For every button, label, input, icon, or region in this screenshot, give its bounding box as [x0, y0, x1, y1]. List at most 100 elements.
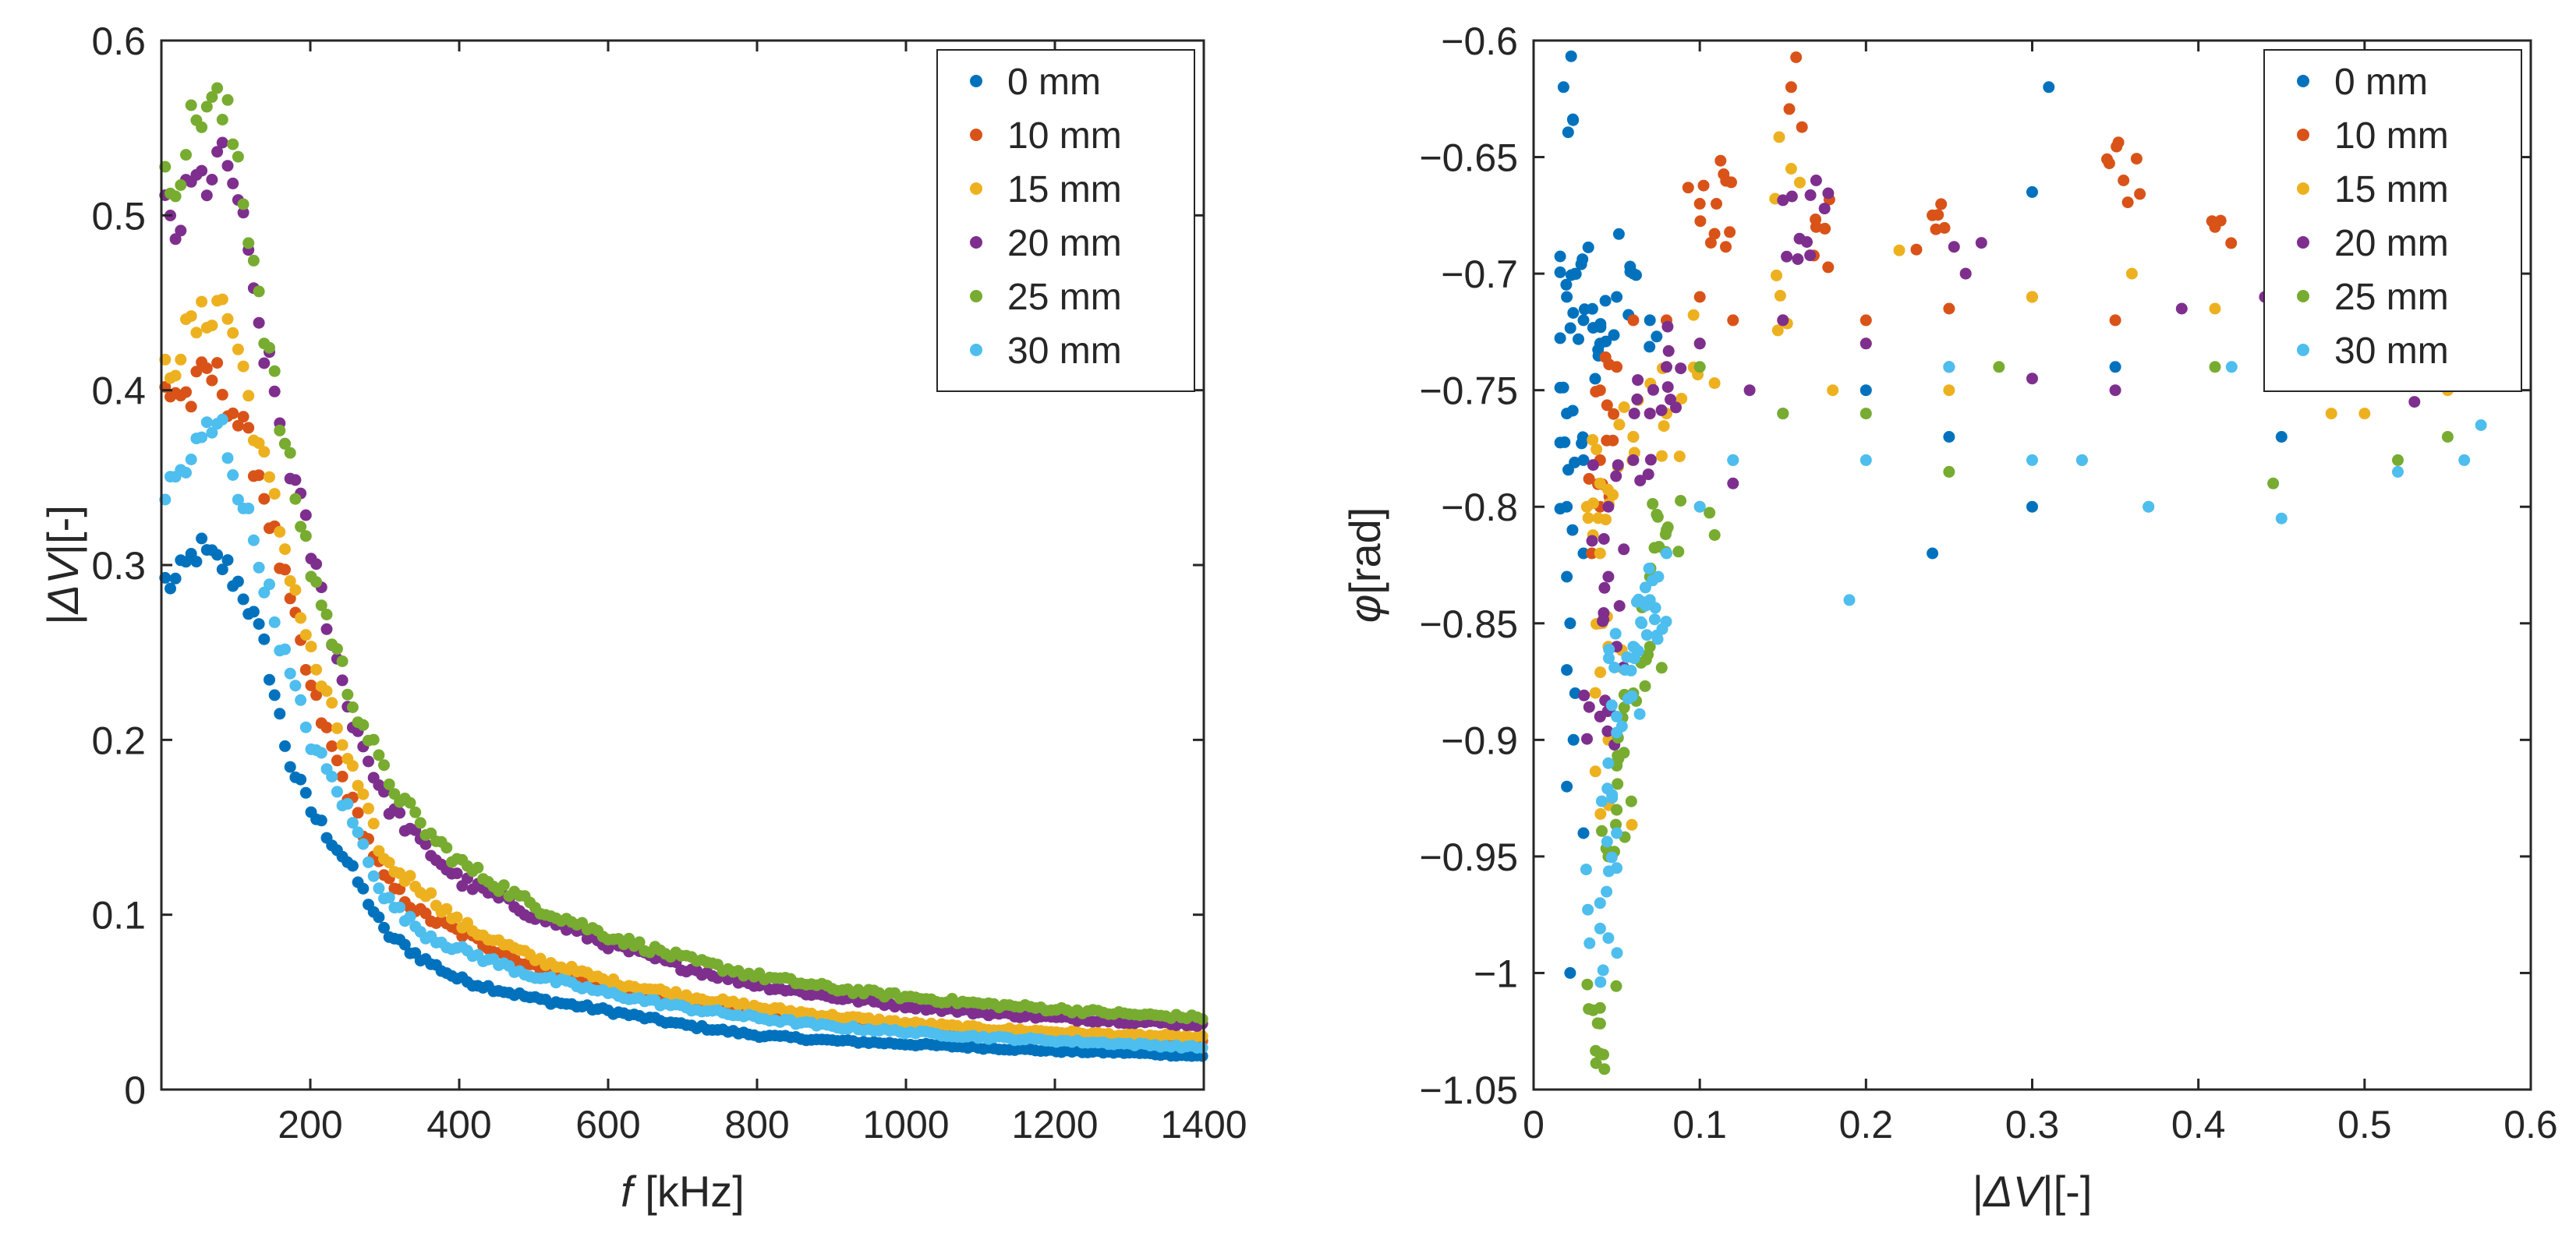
point-15-mm: [1589, 765, 1601, 778]
point-15-mm: [425, 887, 437, 899]
legend-marker: [2297, 290, 2309, 302]
point-0-mm: [1577, 827, 1590, 839]
point-10-mm: [352, 807, 364, 819]
legend-marker: [970, 75, 982, 87]
point-30-mm: [367, 870, 380, 882]
point-10-mm: [1810, 214, 1822, 225]
point-20-mm: [1598, 581, 1611, 594]
point-20-mm: [1727, 477, 1739, 489]
point-20-mm: [206, 174, 218, 185]
point-0-mm: [378, 921, 390, 934]
point-20-mm: [1959, 267, 1972, 280]
point-25-mm: [1612, 750, 1624, 762]
point-25-mm: [1642, 648, 1654, 661]
point-10-mm: [320, 722, 333, 733]
point-10-mm: [1601, 399, 1613, 412]
y-tick-label: 0.5: [91, 194, 146, 238]
point-0-mm: [1554, 503, 1566, 515]
point-30-mm: [352, 826, 364, 839]
point-0-mm: [1564, 617, 1576, 630]
point-15-mm: [289, 584, 302, 596]
point-10-mm: [1583, 472, 1595, 485]
point-0-mm: [1943, 431, 1955, 443]
point-30-mm: [1603, 865, 1615, 878]
right-x-axis-label: |ΔV|[-]: [1973, 1167, 2093, 1216]
right-legend: 0 mm 10 mm 15 mm 20 mm 25 mm 30 mm: [2263, 49, 2522, 392]
point-0-mm: [1567, 733, 1580, 746]
point-10-mm: [326, 740, 338, 752]
right-x-axis-label-post: |[-]: [2042, 1167, 2092, 1216]
point-15-mm: [242, 390, 255, 402]
point-15-mm: [2125, 267, 2138, 280]
legend-marker: [2297, 75, 2309, 87]
point-20-mm: [253, 316, 265, 329]
point-30-mm: [1602, 932, 1615, 945]
point-25-mm: [346, 701, 359, 713]
point-10-mm: [190, 366, 203, 378]
point-15-mm: [326, 697, 338, 709]
point-25-mm: [227, 138, 239, 150]
point-0-mm: [165, 582, 176, 595]
point-30-mm: [1605, 851, 1618, 864]
point-10-mm: [1859, 314, 1872, 327]
point-20-mm: [1644, 408, 1656, 420]
legend-marker: [970, 129, 982, 141]
point-0-mm: [1561, 780, 1573, 793]
right-axes-box: [1532, 39, 2532, 1091]
point-10-mm: [253, 469, 265, 482]
point-10-mm: [1590, 386, 1602, 397]
point-15-mm: [1613, 419, 1626, 431]
legend-label: 0 mm: [2334, 62, 2428, 103]
legend-marker: [970, 182, 982, 195]
point-15-mm: [367, 818, 380, 830]
point-30-mm: [1629, 641, 1641, 654]
y-tick-label: −0.7: [1441, 253, 1518, 296]
right-x-axis-label-symbol: ΔV: [1982, 1167, 2046, 1216]
legend-label: 20 mm: [2334, 223, 2449, 264]
point-25-mm: [373, 749, 385, 761]
point-30-mm: [242, 502, 255, 514]
point-0-mm: [232, 575, 244, 588]
point-0-mm: [1567, 114, 1580, 126]
point-15-mm: [1658, 420, 1670, 433]
point-25-mm: [1639, 680, 1651, 692]
point-20-mm: [1655, 404, 1668, 416]
point-0-mm: [1859, 384, 1872, 397]
point-10-mm: [2109, 314, 2121, 327]
point-0-mm: [237, 593, 249, 606]
point-25-mm: [1596, 825, 1608, 837]
point-10-mm: [1694, 215, 1707, 228]
right-y-axis-label: φ[rad]: [1340, 507, 1389, 623]
point-30-mm: [315, 747, 327, 759]
point-25-mm: [1610, 980, 1622, 992]
left-y-axis-label: |ΔV|[-]: [38, 505, 87, 625]
point-30-mm: [2026, 454, 2038, 466]
y-tick-label: 0: [124, 1069, 146, 1112]
point-20-mm: [211, 146, 224, 158]
point-20-mm: [1602, 500, 1615, 513]
point-15-mm: [383, 857, 395, 869]
point-15-mm: [227, 327, 239, 339]
point-0-mm: [1624, 260, 1637, 273]
point-0-mm: [1576, 431, 1589, 443]
point-10-mm: [1608, 408, 1620, 420]
point-25-mm: [1594, 1047, 1606, 1060]
point-25-mm: [242, 237, 255, 249]
point-0-mm: [1554, 381, 1566, 394]
point-15-mm: [1594, 547, 1606, 560]
point-15-mm: [404, 870, 416, 882]
point-10-mm: [1601, 434, 1613, 447]
point-30-mm: [1843, 594, 1856, 606]
point-0-mm: [1577, 314, 1590, 327]
point-0-mm: [373, 911, 385, 924]
point-20-mm: [1662, 344, 1675, 357]
point-0-mm: [1611, 291, 1623, 303]
point-25-mm: [279, 437, 291, 450]
point-0-mm: [284, 761, 296, 773]
point-15-mm: [264, 471, 275, 483]
point-20-mm: [1661, 381, 1674, 394]
left-axes-box: [160, 39, 1205, 1091]
point-15-mm: [274, 525, 286, 538]
left-points: [159, 82, 1208, 1062]
point-25-mm: [404, 797, 416, 809]
